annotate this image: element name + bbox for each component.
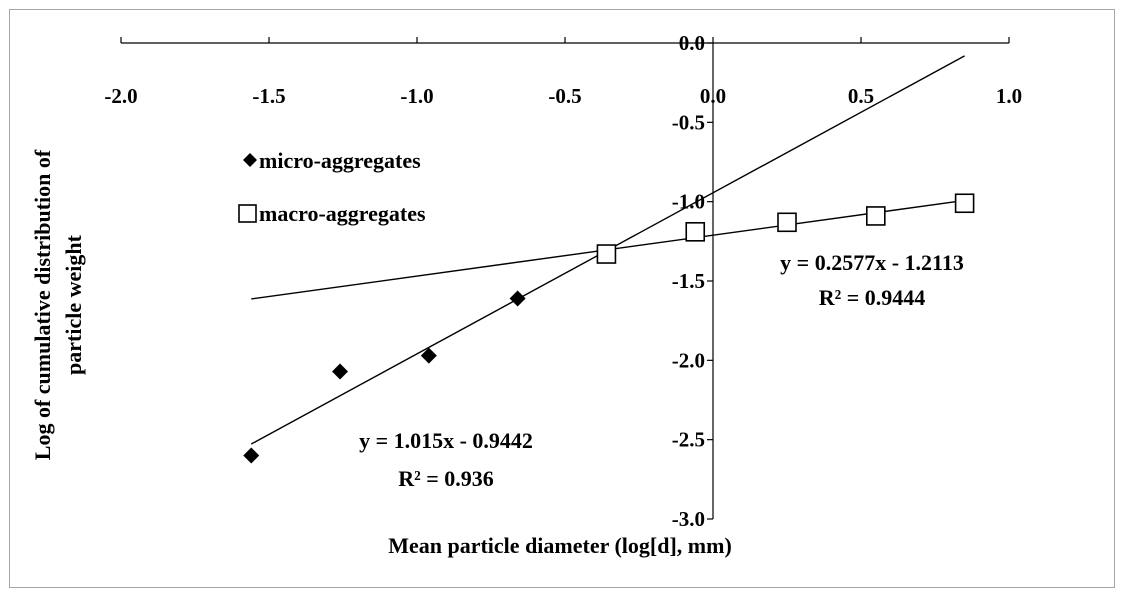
legend: micro-aggregates macro-aggregates bbox=[238, 148, 426, 226]
y-tick-label: -2.0 bbox=[672, 348, 705, 372]
y-tick-label: -1.0 bbox=[672, 190, 705, 214]
macro-equation-label: y = 0.2577x - 1.2113 bbox=[780, 250, 964, 275]
x-tick-label: 0.5 bbox=[848, 84, 874, 108]
macro-aggregate-point bbox=[865, 206, 886, 226]
micro-aggregate-point bbox=[509, 290, 526, 307]
y-axis-title-line-2: particle weight bbox=[61, 234, 86, 375]
y-tick-label: -2.5 bbox=[672, 428, 705, 452]
x-tick-label: -1.5 bbox=[252, 84, 285, 108]
data-points bbox=[243, 193, 975, 464]
legend-label-micro: micro-aggregates bbox=[259, 148, 421, 173]
macro-aggregate-point bbox=[777, 212, 797, 233]
chart-frame bbox=[9, 9, 1115, 588]
legend-label-macro: macro-aggregates bbox=[259, 201, 426, 226]
y-tick-label: 0.0 bbox=[679, 31, 705, 55]
x-tick-label: 0.0 bbox=[700, 84, 726, 108]
x-axis-ticks: -2.0 -1.5 -1.0 -0.5 0.0 0.5 1.0 bbox=[104, 37, 1022, 108]
micro-aggregate-point bbox=[420, 347, 437, 364]
axes bbox=[121, 42, 1009, 519]
y-tick-label: -3.0 bbox=[672, 507, 705, 531]
legend-item-macro: macro-aggregates bbox=[238, 201, 426, 226]
y-axis-title-line-1: Log of cumulative distribution of bbox=[30, 149, 55, 460]
x-tick-label: 1.0 bbox=[996, 84, 1022, 108]
y-axis-title: Log of cumulative distribution of partic… bbox=[30, 149, 86, 460]
macro-aggregate-point bbox=[596, 244, 617, 264]
y-tick-label: -0.5 bbox=[672, 110, 705, 134]
legend-marker-square-icon bbox=[238, 204, 257, 223]
micro-r2-label: R² = 0.936 bbox=[398, 466, 494, 491]
x-tick-label: -2.0 bbox=[104, 84, 137, 108]
legend-marker-diamond-icon bbox=[243, 153, 257, 167]
x-tick-label: -0.5 bbox=[548, 84, 581, 108]
micro-aggregate-point bbox=[332, 363, 349, 380]
micro-equation-label: y = 1.015x - 0.9442 bbox=[359, 428, 533, 453]
macro-aggregate-point bbox=[954, 193, 975, 214]
y-tick-label: -1.5 bbox=[672, 269, 705, 293]
legend-item-micro: micro-aggregates bbox=[243, 148, 421, 173]
x-tick-label: -1.0 bbox=[400, 84, 433, 108]
macro-aggregate-point bbox=[685, 222, 706, 242]
y-axis-ticks: 0.0 -0.5 -1.0 -1.5 -2.0 -2.5 -3.0 bbox=[672, 31, 713, 531]
micro-aggregate-point bbox=[243, 447, 260, 464]
macro-r2-label: R² = 0.9444 bbox=[819, 285, 926, 310]
x-axis-title: Mean particle diameter (log[d], mm) bbox=[388, 533, 732, 558]
